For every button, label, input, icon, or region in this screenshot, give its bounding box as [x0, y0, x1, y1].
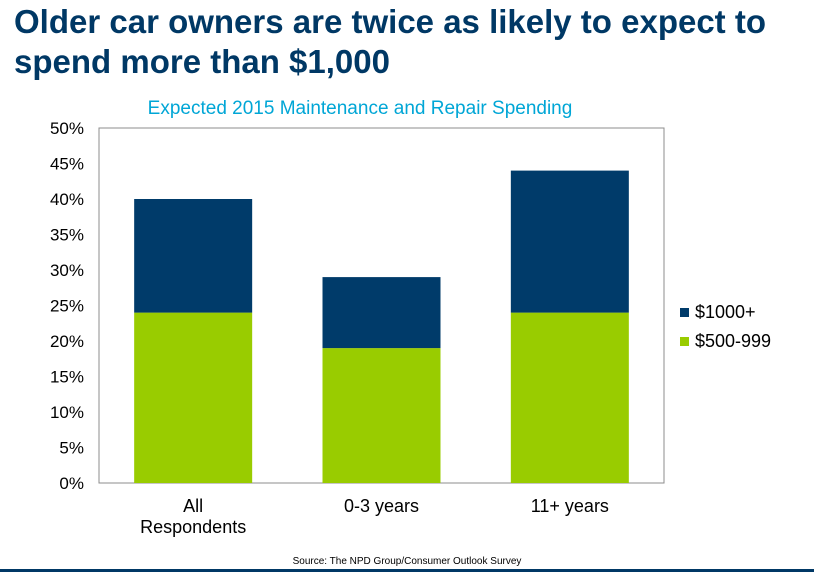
- bar-segment: [322, 348, 441, 483]
- y-tick-label: 15%: [50, 368, 84, 387]
- y-tick-label: 35%: [50, 226, 84, 245]
- bottom-rule: [0, 569, 814, 572]
- legend-swatch: [680, 337, 689, 346]
- y-tick-label: 10%: [50, 403, 84, 422]
- x-tick-label: Respondents: [140, 517, 246, 537]
- bar-segment: [510, 312, 629, 483]
- bar-segment: [322, 277, 441, 349]
- legend-swatch: [680, 308, 689, 317]
- source-note: Source: The NPD Group/Consumer Outlook S…: [292, 556, 522, 567]
- y-tick-label: 45%: [50, 155, 84, 174]
- bar-segment: [134, 312, 253, 483]
- x-tick-label: 0-3 years: [344, 496, 419, 516]
- legend-label: $1000+: [695, 302, 756, 322]
- y-tick-label: 50%: [50, 119, 84, 138]
- y-tick-label: 40%: [50, 190, 84, 209]
- bar-segment: [510, 170, 629, 313]
- chart-title: Expected 2015 Maintenance and Repair Spe…: [147, 98, 573, 119]
- y-tick-label: 20%: [50, 332, 84, 351]
- x-tick-label: All: [183, 496, 203, 516]
- y-tick-label: 25%: [50, 297, 84, 316]
- y-tick-label: 30%: [50, 261, 84, 280]
- x-tick-label: 11+ years: [531, 496, 609, 516]
- headline: Older car owners are twice as likely to …: [14, 3, 766, 80]
- legend-label: $500-999: [695, 331, 771, 351]
- y-tick-label: 0%: [59, 474, 84, 493]
- y-tick-label: 5%: [59, 439, 84, 458]
- bar-segment: [134, 199, 253, 313]
